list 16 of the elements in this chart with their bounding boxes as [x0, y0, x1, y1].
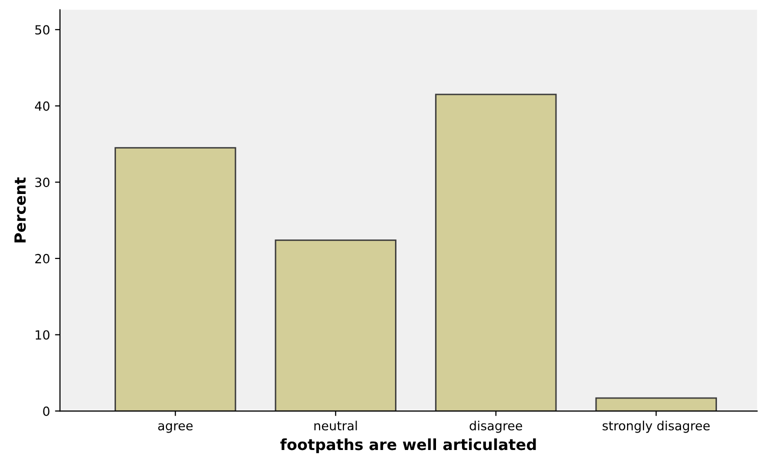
bar — [435, 94, 557, 412]
bar — [274, 239, 396, 412]
x-axis-title: footpaths are well articulated — [280, 438, 536, 454]
y-tick-label: 50 — [35, 25, 50, 35]
bar — [114, 147, 236, 412]
y-tick-label: 30 — [35, 178, 50, 188]
bar — [595, 397, 717, 412]
x-tick-label: neutral — [314, 420, 357, 430]
y-tick-label: 40 — [34, 101, 50, 111]
y-axis-title: Percent — [14, 177, 26, 242]
x-tick-label: disagree — [470, 420, 522, 433]
x-tick-label: agree — [158, 423, 193, 433]
y-tick-label: 0 — [43, 406, 50, 416]
y-tick-label: 10 — [36, 330, 50, 340]
y-tick-label: 20 — [35, 254, 50, 264]
x-tick-label: strongly disagree — [602, 420, 710, 433]
